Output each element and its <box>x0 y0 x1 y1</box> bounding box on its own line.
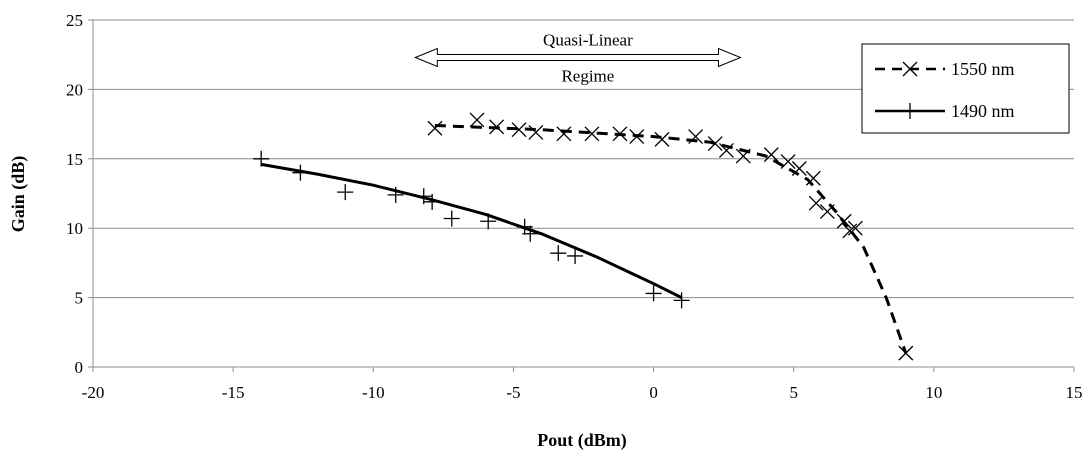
tick-labels: 0 5 10 15 20 25 -20 -15 -10 -5 0 5 10 15 <box>66 11 1083 402</box>
annotation-layer: Quasi-Linear Regime <box>414 30 742 85</box>
series-0-point <box>735 148 751 164</box>
x-tick-label: -15 <box>222 383 245 402</box>
series-1-point <box>645 285 662 302</box>
series-0-point <box>629 129 645 145</box>
series-0-point <box>898 345 914 361</box>
series-0-point <box>847 220 863 236</box>
series-1-point <box>253 150 270 167</box>
series-1-point <box>443 210 460 227</box>
series-0-point <box>842 223 858 239</box>
legend-label-1550: 1550 nm <box>951 59 1015 79</box>
series-0-point <box>556 126 572 142</box>
legend-entry-1550: 1550 nm <box>875 59 1015 79</box>
series-0-point <box>808 195 824 211</box>
series-0-point <box>654 131 670 147</box>
legend-entry-1490: 1490 nm <box>875 101 1015 121</box>
x-tick-label: 5 <box>789 383 798 402</box>
series-0-point <box>707 136 723 151</box>
series-1-point <box>415 188 432 205</box>
annotation-text-line2: Regime <box>561 66 614 85</box>
legend-plus-marker-icon <box>902 103 918 119</box>
y-tick-label: 20 <box>66 80 83 99</box>
y-tick-label: 15 <box>66 150 83 169</box>
series-0-point <box>612 126 628 142</box>
series-0-point <box>511 122 527 138</box>
x-tick-label: 0 <box>649 383 658 402</box>
data-markers <box>253 112 914 361</box>
series-0-point <box>805 170 821 186</box>
legend: 1550 nm 1490 nm <box>861 43 1070 134</box>
series-0-point <box>427 120 443 136</box>
y-tick-label: 10 <box>66 219 83 238</box>
quasi-linear-double-arrow <box>414 47 742 68</box>
series-1-point <box>337 184 354 201</box>
y-tick-label: 25 <box>66 11 83 30</box>
x-tick-label: 15 <box>1066 383 1083 402</box>
fit-lines <box>260 124 908 354</box>
series-0-point <box>584 126 600 142</box>
series-0-point <box>528 124 544 140</box>
series-0-point <box>763 147 779 163</box>
series-1-point <box>480 213 497 230</box>
y-tick-label: 5 <box>75 289 84 308</box>
series-1-point <box>387 186 404 203</box>
x-axis-title: Pout (dBm) <box>537 430 627 451</box>
series-0-line <box>434 124 908 354</box>
x-tick-label: -5 <box>506 383 520 402</box>
x-tick-label: -20 <box>82 383 105 402</box>
legend-box <box>861 43 1070 134</box>
series-0-point <box>819 204 835 220</box>
series-0-point <box>836 213 852 229</box>
series-1-point <box>424 193 441 210</box>
series-1-point <box>550 245 567 262</box>
x-tick-label: -10 <box>362 383 385 402</box>
series-0-point <box>718 143 734 158</box>
series-1-line <box>260 162 683 299</box>
series-0-point <box>688 129 704 145</box>
x-tick-label: 10 <box>925 383 942 402</box>
series-1-point <box>673 292 690 309</box>
annotation-text-line1: Quasi-Linear <box>543 30 633 49</box>
series-0-point <box>489 119 505 135</box>
series-0-point <box>780 154 796 170</box>
legend-label-1490: 1490 nm <box>951 101 1015 121</box>
y-axis-title: Gain (dB) <box>8 156 29 233</box>
series-0-point <box>791 161 807 176</box>
series-1-point <box>522 225 539 242</box>
legend-x-marker-icon <box>902 61 918 77</box>
y-tick-label: 0 <box>75 358 84 377</box>
axes-layer <box>88 19 1075 372</box>
series-1-point <box>292 164 309 181</box>
series-0-point <box>469 112 485 128</box>
series-1-point <box>567 247 584 264</box>
